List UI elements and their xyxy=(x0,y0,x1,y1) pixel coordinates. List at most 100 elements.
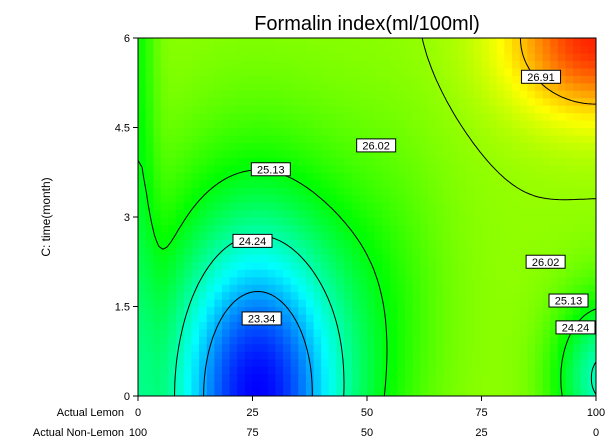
heatmap-cell xyxy=(512,60,521,69)
heatmap-cell xyxy=(443,202,452,211)
heatmap-cell xyxy=(550,60,559,69)
heatmap-cell xyxy=(397,127,406,136)
heatmap-cell xyxy=(580,157,589,166)
heatmap-cell xyxy=(397,284,406,293)
heatmap-cell xyxy=(176,52,185,61)
heatmap-cell xyxy=(221,142,231,151)
heatmap-cell xyxy=(138,67,147,76)
heatmap-cell xyxy=(389,284,399,293)
heatmap-cell xyxy=(473,45,483,54)
heatmap-cell xyxy=(305,179,315,188)
heatmap-cell xyxy=(466,388,475,396)
heatmap-cell xyxy=(344,194,353,203)
heatmap-cell xyxy=(405,246,414,255)
heatmap-cell xyxy=(550,373,559,382)
heatmap-cell xyxy=(542,52,551,61)
heatmap-cell xyxy=(237,284,246,293)
heatmap-cell xyxy=(542,231,551,240)
heatmap-cell xyxy=(275,38,284,47)
heatmap-cell xyxy=(290,254,299,263)
heatmap-cell xyxy=(138,351,147,360)
heatmap-cell xyxy=(267,246,276,255)
heatmap-cell xyxy=(412,45,422,54)
heatmap-cell xyxy=(214,306,223,315)
heatmap-cell xyxy=(168,343,177,352)
heatmap-cell xyxy=(138,194,147,203)
heatmap-cell xyxy=(160,284,170,293)
heatmap-cell xyxy=(382,179,391,188)
heatmap-cell xyxy=(359,38,368,47)
heatmap-cell xyxy=(573,157,582,166)
heatmap-cell xyxy=(412,276,422,285)
heatmap-cell xyxy=(237,157,246,166)
heatmap-cell xyxy=(244,97,254,106)
heatmap-cell xyxy=(145,127,154,136)
heatmap-cell xyxy=(305,90,315,99)
heatmap-cell xyxy=(168,231,177,240)
heatmap-cell xyxy=(153,306,162,315)
heatmap-cell xyxy=(214,224,223,233)
heatmap-cell xyxy=(466,112,475,121)
heatmap-cell xyxy=(580,313,589,323)
heatmap-cell xyxy=(527,149,536,158)
heatmap-cell xyxy=(237,45,246,54)
heatmap-cell xyxy=(389,52,399,61)
heatmap-cell xyxy=(336,187,345,196)
heatmap-cell xyxy=(428,127,437,136)
heatmap-cell xyxy=(214,358,223,367)
heatmap-cell xyxy=(496,112,505,121)
heatmap-cell xyxy=(328,381,338,390)
heatmap-cell xyxy=(588,97,596,106)
heatmap-cell xyxy=(504,172,513,181)
heatmap-cell xyxy=(527,142,536,151)
heatmap-cell xyxy=(534,157,544,166)
heatmap-cell xyxy=(557,127,567,136)
heatmap-cell xyxy=(290,194,299,203)
heatmap-cell xyxy=(344,254,353,263)
heatmap-cell xyxy=(428,142,437,151)
heatmap-cell xyxy=(214,164,223,173)
heatmap-cell xyxy=(405,202,414,211)
heatmap-cell xyxy=(557,112,567,121)
heatmap-cell xyxy=(191,217,200,226)
heatmap-cell xyxy=(283,194,292,203)
heatmap-cell xyxy=(328,112,338,121)
heatmap-cell xyxy=(283,388,292,396)
heatmap-cell xyxy=(267,209,276,218)
heatmap-cell xyxy=(420,306,429,315)
heatmap-cell xyxy=(252,172,261,181)
heatmap-cell xyxy=(534,276,544,285)
heatmap-cell xyxy=(267,105,276,114)
heatmap-cell xyxy=(267,172,276,181)
heatmap-cell xyxy=(229,358,238,367)
heatmap-cell xyxy=(221,67,231,76)
heatmap-cell xyxy=(214,67,223,76)
heatmap-cell xyxy=(283,67,292,76)
heatmap-cell xyxy=(412,269,422,278)
heatmap-cell xyxy=(145,172,154,181)
heatmap-cell xyxy=(588,172,596,181)
heatmap-cell xyxy=(206,381,215,390)
heatmap-cell xyxy=(344,164,353,173)
heatmap-cell xyxy=(588,45,596,54)
heatmap-cell xyxy=(229,134,238,144)
heatmap-cell xyxy=(557,351,567,360)
heatmap-cell xyxy=(328,179,338,188)
heatmap-cell xyxy=(176,142,185,151)
heatmap-cell xyxy=(527,239,536,248)
heatmap-cell xyxy=(252,328,261,337)
contour-label-box xyxy=(241,311,282,326)
heatmap-cell xyxy=(367,38,376,47)
heatmap-cell xyxy=(512,52,521,61)
heatmap-cell xyxy=(565,112,574,121)
heatmap-cell xyxy=(428,231,437,240)
heatmap-cell xyxy=(519,246,528,255)
heatmap-cell xyxy=(183,343,193,352)
heatmap-cell xyxy=(221,179,231,188)
heatmap-cell xyxy=(397,187,406,196)
heatmap-cell xyxy=(412,164,422,173)
heatmap-cell xyxy=(344,120,353,129)
heatmap-cell xyxy=(504,97,513,106)
heatmap-cell xyxy=(275,276,284,285)
heatmap-cell xyxy=(382,120,391,129)
